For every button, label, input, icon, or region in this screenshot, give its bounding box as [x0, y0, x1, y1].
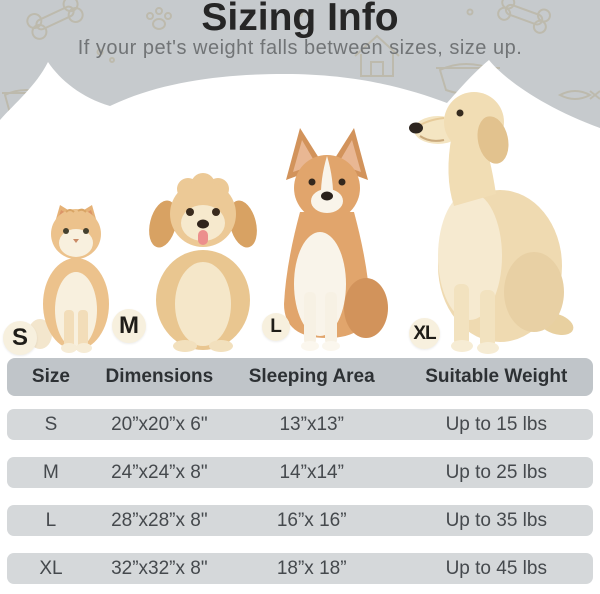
- size-badge-m: M: [112, 309, 146, 343]
- column-header-sleeping-area: Sleeping Area: [248, 366, 375, 387]
- cell-size: XL: [39, 557, 63, 579]
- table-row: L 28”x28”x 8" 16”x 16” Up to 35 lbs: [7, 505, 593, 536]
- cell-size: S: [44, 413, 58, 435]
- size-badge-l: L: [262, 313, 290, 341]
- cell-size: L: [45, 509, 57, 531]
- size-badge-label: XL: [413, 322, 436, 344]
- cell-suitable-weight: Up to 35 lbs: [445, 509, 547, 531]
- size-badge-label: M: [119, 312, 139, 339]
- cell-sleeping-area: 13”x13”: [279, 413, 344, 435]
- size-badge-xl: XL: [409, 318, 440, 349]
- puppy-photo: [149, 173, 257, 352]
- cell-dimensions: 32”x32”x 8": [111, 557, 208, 579]
- page-subtitle: If your pet's weight falls between sizes…: [77, 37, 523, 59]
- cell-dimensions: 20”x20”x 6": [111, 413, 208, 435]
- table-row: S 20”x20”x 6" 13”x13” Up to 15 lbs: [7, 409, 593, 440]
- column-header-size: Size: [31, 366, 70, 387]
- cat-photo: [28, 205, 109, 353]
- cell-sleeping-area: 14”x14”: [279, 461, 344, 483]
- doodle-pattern: [2, 0, 600, 118]
- size-table: Size Dimensions Sleeping Area Suitable W…: [7, 358, 593, 584]
- cell-size: M: [43, 461, 59, 483]
- table-row: M 24”x24”x 8" 14”x14” Up to 25 lbs: [7, 457, 593, 488]
- size-badge-label: S: [11, 324, 28, 351]
- column-header-dimensions: Dimensions: [105, 366, 214, 387]
- cell-suitable-weight: Up to 45 lbs: [445, 557, 547, 579]
- cell-suitable-weight: Up to 15 lbs: [445, 413, 547, 435]
- cell-sleeping-area: 18”x 18”: [276, 557, 347, 579]
- table-row: XL 32”x32”x 8" 18”x 18” Up to 45 lbs: [7, 553, 593, 584]
- size-badge-s: S: [3, 321, 37, 355]
- corgi-photo: [284, 128, 388, 351]
- cell-dimensions: 28”x28”x 8": [111, 509, 208, 531]
- cell-suitable-weight: Up to 25 lbs: [445, 461, 547, 483]
- cell-dimensions: 24”x24”x 8": [111, 461, 208, 483]
- column-header-suitable-weight: Suitable Weight: [425, 366, 568, 387]
- cell-sleeping-area: 16”x 16”: [276, 509, 347, 531]
- size-badge-label: L: [270, 316, 282, 337]
- table-header-row: Size Dimensions Sleeping Area Suitable W…: [7, 358, 593, 396]
- golden-retriever-photo: [409, 92, 574, 354]
- page-title: Sizing Info: [201, 0, 399, 39]
